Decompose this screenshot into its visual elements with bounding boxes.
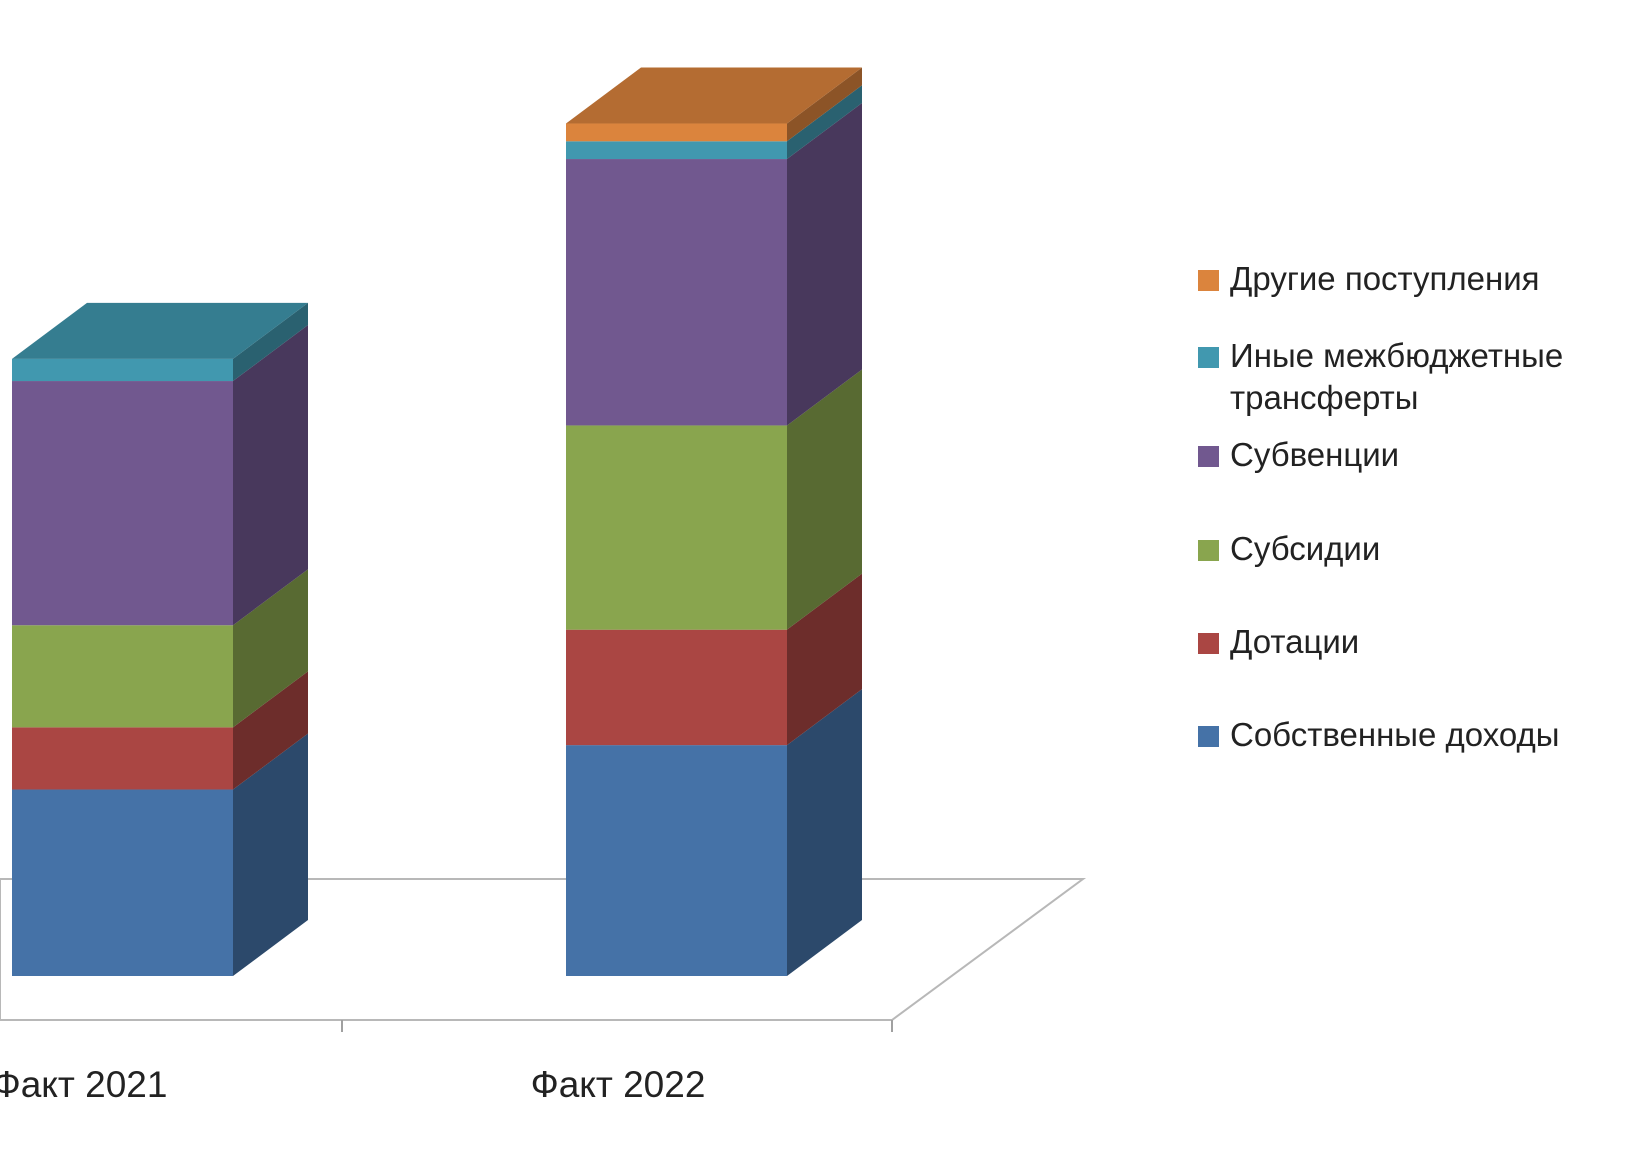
bar-top-face: [566, 67, 862, 124]
bar-segment-front: [12, 358, 233, 382]
floor-outline: [0, 878, 1087, 1021]
bar-segment-side: [787, 85, 862, 160]
bar-segment-front: [566, 629, 787, 746]
bar-segment: [566, 67, 862, 142]
bar-segment: [566, 85, 862, 160]
legend-item: Собственные доходы: [1198, 714, 1630, 756]
legend-item: Дотации: [1198, 621, 1630, 663]
bar-segment-front: [566, 745, 787, 976]
bar-segment-side: [787, 689, 862, 976]
bar-segment-front: [566, 159, 787, 426]
bar-segment-side: [787, 369, 862, 630]
legend-swatch: [1198, 633, 1219, 654]
x-axis-labels: Факт 2021 Факт 2022: [0, 1064, 705, 1105]
bar-stack-1: [12, 302, 308, 976]
legend-swatch: [1198, 270, 1219, 291]
bar-segment-front: [12, 625, 233, 728]
x-category-label: Факт 2022: [531, 1064, 706, 1105]
bar-segment-side: [233, 569, 308, 728]
bar-top-face: [12, 302, 308, 359]
legend-label: Субсидии: [1230, 530, 1381, 567]
legend-swatch: [1198, 726, 1219, 747]
bar-segment: [566, 573, 862, 746]
bar-segment-side: [787, 103, 862, 426]
bar-segment-front: [12, 381, 233, 626]
bar-segment-front: [12, 789, 233, 976]
legend-label: Субвенции: [1230, 436, 1400, 473]
bar-segment-front: [566, 425, 787, 630]
x-axis-ticks: [341, 1020, 893, 1032]
bar-segment: [566, 103, 862, 426]
legend-label: Другие поступления: [1230, 260, 1540, 297]
bar-segment-side: [787, 67, 862, 142]
chart-bars: [12, 67, 862, 976]
legend-swatch: [1198, 347, 1219, 368]
bar-segment-front: [12, 727, 233, 790]
bar-segment-side: [233, 302, 308, 382]
bar-segment: [12, 733, 308, 976]
bar-segment: [12, 671, 308, 790]
legend-item: Субвенции: [1198, 434, 1630, 476]
x-category-label: Факт 2021: [0, 1064, 167, 1105]
bar-segment-front: [566, 141, 787, 160]
legend-label: Иные межбюджетные трансферты: [1230, 337, 1564, 416]
bar-segment: [12, 569, 308, 728]
legend-swatch: [1198, 446, 1219, 467]
bar-segment: [566, 689, 862, 976]
legend-item: Другие поступления: [1198, 258, 1630, 300]
bar-segment-front: [566, 123, 787, 142]
bar-segment-side: [233, 733, 308, 976]
legend-item: Иные межбюджетные трансферты: [1198, 335, 1630, 419]
bar-segment: [566, 369, 862, 630]
bar-stack-2: [566, 67, 862, 976]
legend-swatch: [1198, 540, 1219, 561]
bar-segment-side: [233, 325, 308, 626]
chart-floor: [0, 878, 1087, 1021]
legend-label: Дотации: [1230, 623, 1360, 660]
bar-segment: [12, 325, 308, 626]
bar-segment-side: [787, 573, 862, 746]
legend-item: Субсидии: [1198, 528, 1630, 570]
legend-label: Собственные доходы: [1230, 716, 1560, 753]
bar-segment-side: [233, 671, 308, 790]
bar-segment: [12, 302, 308, 382]
